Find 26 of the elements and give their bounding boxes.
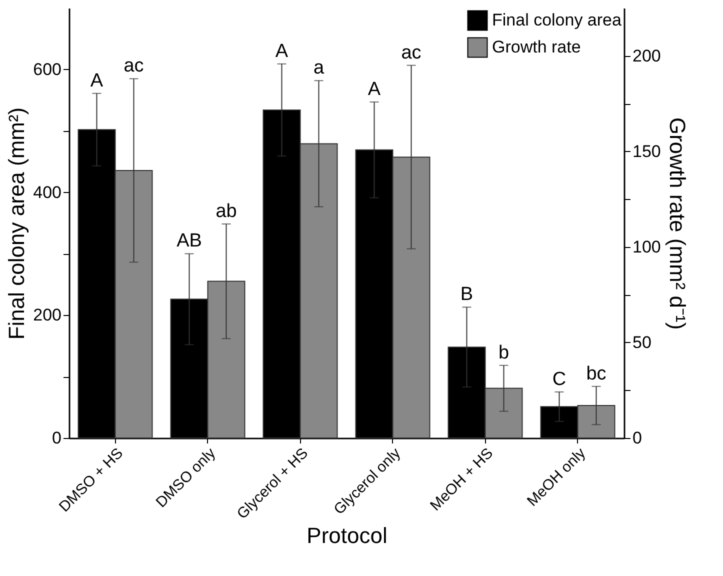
annotation: B xyxy=(460,284,474,306)
annotation: C xyxy=(552,368,566,390)
annotation: a xyxy=(313,58,324,79)
y-tick-label: 200 xyxy=(33,306,62,325)
annotation: AB xyxy=(176,230,202,252)
y-tick-label: 600 xyxy=(33,60,62,79)
y2-tick-label: 100 xyxy=(632,237,661,256)
y2-tick-label: 200 xyxy=(632,46,661,66)
annotation: A xyxy=(368,78,381,100)
y-axis-title: Final colony area (mm²) xyxy=(4,107,30,340)
annotation: ab xyxy=(216,200,237,222)
legend-label: Final colony area xyxy=(492,10,622,30)
annotation: A xyxy=(90,70,104,92)
x-axis-title: Protocol xyxy=(306,522,388,548)
y-tick-label: 400 xyxy=(33,182,62,202)
annotation: ac xyxy=(401,42,422,64)
annotation: A xyxy=(275,40,288,62)
y2-tick-label: 50 xyxy=(632,332,652,352)
legend-label: Growth rate xyxy=(492,38,581,56)
y2-tick-label: 150 xyxy=(632,142,661,161)
y-tick-label: 0 xyxy=(52,428,62,448)
annotation: b xyxy=(498,342,510,364)
annotation: bc xyxy=(586,363,606,384)
annotation: ac xyxy=(124,56,144,77)
y2-axis-title: Growth rate (mm² d⁻¹) xyxy=(664,117,690,330)
y2-tick-label: 0 xyxy=(632,428,642,448)
